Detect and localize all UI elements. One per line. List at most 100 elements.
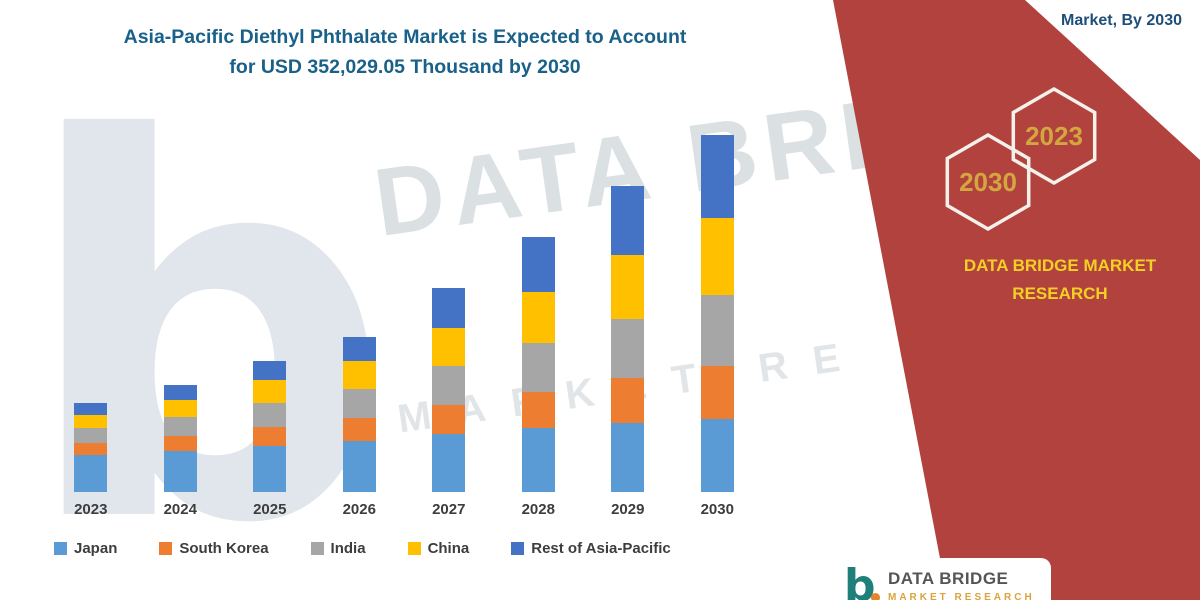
year-label-2028: 2028 <box>521 500 555 518</box>
year-label-2024: 2024 <box>163 500 197 518</box>
bar-segment-japan-2024 <box>163 451 197 492</box>
legend-item-japan: Japan <box>54 540 117 557</box>
bar-segment-rest-of-asia-pacific-2027 <box>432 288 466 328</box>
bar-column-2024: 2024 <box>136 384 226 518</box>
bar-segment-india-2027 <box>432 366 466 405</box>
bar-segment-india-2028 <box>521 342 555 392</box>
bar-segment-japan-2027 <box>432 434 466 492</box>
legend-item-south-korea: South Korea <box>159 540 269 557</box>
bar-segment-japan-2030 <box>700 418 734 492</box>
legend-label-south-korea: South Korea <box>179 540 269 557</box>
bar-stack-2024 <box>163 384 197 492</box>
legend-swatch-japan <box>54 542 67 555</box>
logo-orange-dot-icon <box>871 593 880 600</box>
bar-segment-rest-of-asia-pacific-2028 <box>521 237 555 293</box>
footer-brand-tagline: MARKET RESEARCH <box>888 592 1035 600</box>
bar-segment-china-2026 <box>342 361 376 389</box>
year-label-2025: 2025 <box>253 500 287 518</box>
bar-segment-rest-of-asia-pacific-2025 <box>253 361 287 381</box>
bar-segment-south-korea-2028 <box>521 391 555 429</box>
title-line-2: for USD 352,029.05 Thousand by 2030 <box>229 56 581 79</box>
logo-b-glyph: b <box>844 560 876 600</box>
year-label-2030: 2030 <box>700 500 734 518</box>
bar-segment-rest-of-asia-pacific-2024 <box>163 384 197 400</box>
bar-segment-south-korea-2029 <box>611 378 645 423</box>
legend-label-india: India <box>330 540 366 557</box>
bar-column-2028: 2028 <box>494 237 584 518</box>
legend-swatch-china <box>407 542 421 555</box>
bar-segment-rest-of-asia-pacific-2030 <box>700 135 734 219</box>
footer-logo: b DATA BRIDGE MARKET RESEARCH <box>832 558 1051 600</box>
hexagon-year-2023: 2023 <box>1025 121 1083 151</box>
chart-legend: Japan South Korea India China Rest of Asia-P… <box>54 540 671 557</box>
bar-column-2026: 2026 <box>315 336 405 518</box>
legend-label-japan: Japan <box>74 540 118 557</box>
bar-segment-japan-2028 <box>521 428 555 492</box>
bar-segment-rest-of-asia-pacific-2026 <box>342 336 376 362</box>
brand-name: DATA BRIDGE MARKET RESEARCH <box>960 252 1160 308</box>
bar-segment-china-2028 <box>521 292 555 343</box>
hexagon-2023 <box>1011 86 1097 186</box>
footer-brand-name: DATA BRIDGE <box>888 569 1009 588</box>
bar-stack-2025 <box>253 361 287 492</box>
legend-label-china: China <box>427 540 470 557</box>
watermark-logo-b: b <box>20 31 393 600</box>
hexagon-year-2030: 2030 <box>959 167 1017 197</box>
bar-segment-south-korea-2024 <box>163 436 197 452</box>
bar-column-2023: 2023 <box>46 402 136 518</box>
bar-stack-2023 <box>74 402 108 492</box>
title-line-1: Asia-Pacific Diethyl Phthalate Market is… <box>123 26 687 48</box>
top-right-caption: Market, By 2030 <box>1061 12 1182 29</box>
bar-segment-south-korea-2030 <box>700 366 734 419</box>
bar-stack-2026 <box>342 336 376 492</box>
hexagon-2030 <box>945 132 1031 232</box>
bar-segment-south-korea-2023 <box>74 443 108 456</box>
bar-stack-2027 <box>432 288 466 492</box>
bar-segment-india-2029 <box>611 318 645 379</box>
bar-segment-south-korea-2026 <box>342 417 376 442</box>
legend-swatch-south-korea <box>159 542 173 555</box>
brand-line-2: RESEARCH <box>1012 284 1108 304</box>
legend-item-china: China <box>407 540 470 557</box>
legend-swatch-rest-of-asia-pacific <box>511 542 525 555</box>
legend-item-rest-of-asia-pacific: Rest of Asia-Pacific <box>511 540 671 557</box>
bar-segment-china-2025 <box>253 380 287 403</box>
bar-segment-rest-of-asia-pacific-2029 <box>611 185 645 255</box>
bar-segment-japan-2029 <box>611 422 645 492</box>
bar-chart: 2023 2024 2025 2026 2027 2028 2029 2030 <box>46 135 762 518</box>
bar-segment-japan-2025 <box>253 446 287 492</box>
bar-segment-china-2030 <box>700 218 734 296</box>
year-label-2026: 2026 <box>342 500 376 518</box>
bar-segment-india-2024 <box>163 416 197 437</box>
bar-segment-south-korea-2025 <box>253 427 287 447</box>
bar-segment-rest-of-asia-pacific-2023 <box>74 402 108 415</box>
year-label-2029: 2029 <box>611 500 645 518</box>
footer-logo-text: DATA BRIDGE MARKET RESEARCH <box>888 569 1035 600</box>
bar-segment-china-2029 <box>611 254 645 319</box>
bar-segment-india-2030 <box>700 295 734 367</box>
page-title: Asia-Pacific Diethyl Phthalate Market is… <box>55 22 755 82</box>
bar-stack-2028 <box>521 237 555 492</box>
bar-stack-2030 <box>700 135 734 492</box>
red-panel-shape <box>833 0 1200 600</box>
bar-column-2027: 2027 <box>404 288 494 518</box>
legend-item-india: India <box>310 540 366 557</box>
brand-line-1: DATA BRIDGE MARKET <box>963 256 1157 275</box>
bar-column-2029: 2029 <box>583 185 673 518</box>
year-label-2027: 2027 <box>432 500 466 518</box>
bar-segment-china-2023 <box>74 414 108 429</box>
data-bridge-logo-icon: b <box>844 564 880 600</box>
legend-swatch-india <box>310 542 324 555</box>
bar-segment-japan-2023 <box>74 455 108 492</box>
bar-stack-2029 <box>611 185 645 492</box>
bar-column-2030: 2030 <box>673 135 763 518</box>
legend-label-rest-of-asia-pacific: Rest of Asia-Pacific <box>531 540 671 557</box>
bar-segment-japan-2026 <box>342 441 376 492</box>
bar-segment-india-2026 <box>342 388 376 418</box>
bar-segment-china-2024 <box>163 399 197 417</box>
bar-segment-south-korea-2027 <box>432 404 466 435</box>
bar-segment-india-2023 <box>74 428 108 444</box>
bar-column-2025: 2025 <box>225 361 315 518</box>
